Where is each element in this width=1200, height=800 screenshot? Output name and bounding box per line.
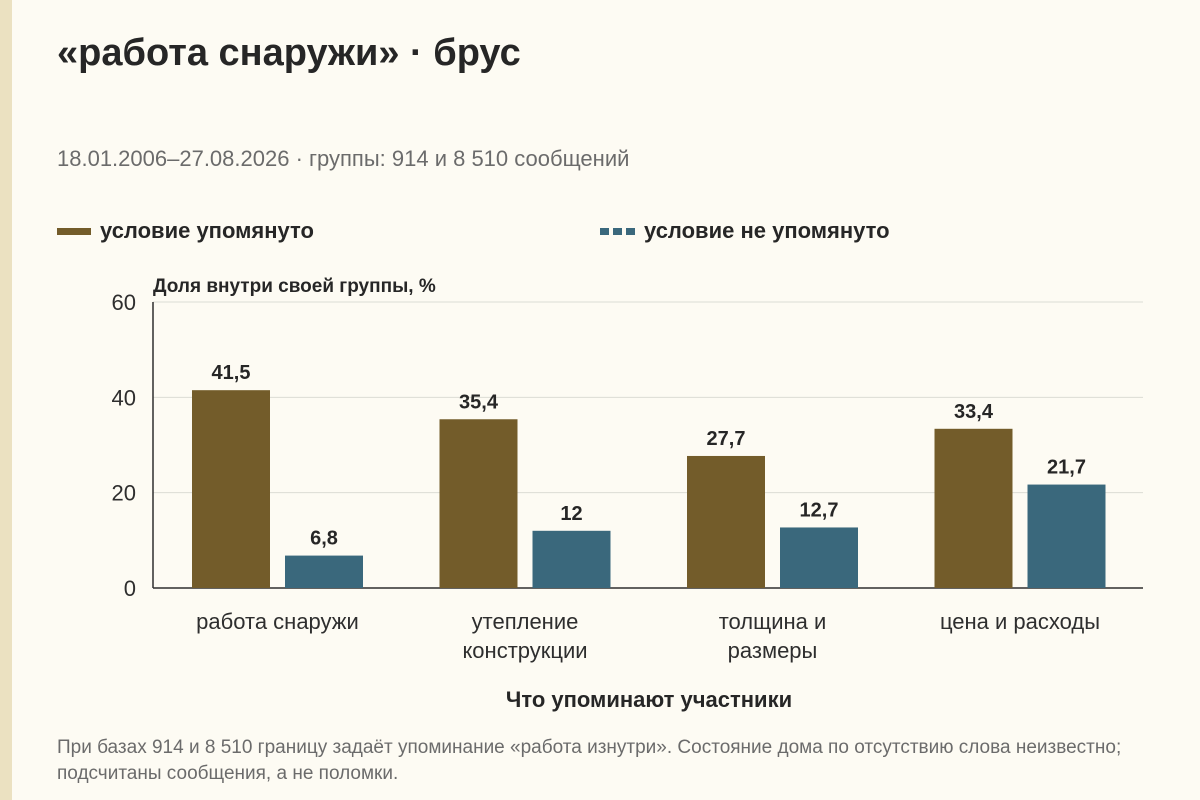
bar-mentioned-2 — [687, 455, 765, 588]
data-label-not-mentioned-0: 6,8 — [310, 528, 338, 550]
x-tick-label-3: цена и расходы — [940, 609, 1100, 634]
bar-not-mentioned-1 — [532, 530, 611, 588]
bar-chart: Доля внутри своей группы, % Что упоминаю… — [0, 260, 1200, 720]
data-label-not-mentioned-3: 21,7 — [1047, 457, 1086, 479]
x-tick-label-1: утепление конструкции — [462, 609, 587, 663]
chart-subtitle: 18.01.2006–27.08.2026 · группы: 914 и 8 … — [57, 146, 630, 171]
data-label-mentioned-2: 27,7 — [707, 428, 746, 450]
x-axis-label: Что упоминают участники — [506, 687, 792, 712]
footnote: При базах 914 и 8 510 границу задаёт упо… — [57, 737, 1122, 784]
bar-not-mentioned-0 — [285, 555, 363, 588]
bar-chart-svg: Доля внутри своей группы, % Что упоминаю… — [112, 276, 1143, 712]
legend-label-not-mentioned: условие не упомянуто — [644, 218, 890, 243]
chart-title: «работа снаружи» · брус — [57, 32, 521, 74]
y-axis-label: Доля внутри своей группы, % — [153, 276, 436, 297]
data-label-not-mentioned-1: 12 — [560, 503, 582, 525]
left-accent-band — [0, 0, 12, 800]
y-tick-label-0: 0 — [124, 576, 136, 601]
legend-item-mentioned: условие упомянуто — [57, 218, 314, 244]
data-label-mentioned-3: 33,4 — [954, 401, 994, 423]
y-tick-label-40: 40 — [112, 385, 136, 410]
x-tick-label-2: толщина и размеры — [719, 609, 827, 663]
bar-not-mentioned-2 — [780, 527, 858, 588]
y-tick-label-20: 20 — [112, 481, 136, 506]
data-label-mentioned-1: 35,4 — [459, 391, 499, 413]
legend-label-mentioned: условие упомянуто — [100, 218, 314, 243]
bar-mentioned-3 — [934, 428, 1013, 588]
legend-swatch-not-mentioned — [600, 227, 635, 235]
bar-mentioned-1 — [439, 419, 518, 588]
bar-mentioned-0 — [192, 390, 270, 588]
legend-swatch-mentioned — [57, 227, 91, 235]
y-tick-label-60: 60 — [112, 290, 136, 315]
data-label-mentioned-0: 41,5 — [212, 362, 251, 384]
data-label-not-mentioned-2: 12,7 — [800, 499, 839, 521]
x-tick-label-0: работа снаружи — [196, 609, 359, 634]
legend-item-not-mentioned: условие не упомянуто — [600, 218, 890, 244]
bar-not-mentioned-3 — [1027, 484, 1106, 588]
